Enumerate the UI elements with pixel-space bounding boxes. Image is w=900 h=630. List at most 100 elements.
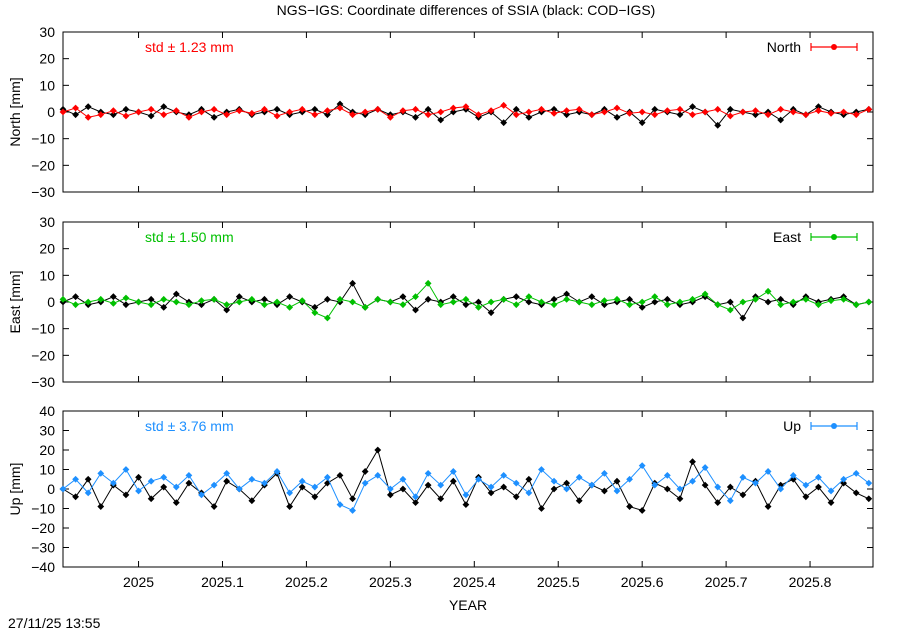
data-point bbox=[72, 301, 79, 309]
data-point bbox=[84, 489, 92, 497]
data-point bbox=[109, 293, 117, 301]
data-point bbox=[588, 481, 596, 489]
data-point bbox=[802, 111, 810, 119]
data-point bbox=[777, 301, 785, 309]
std-annotation: std ± 1.50 mm bbox=[145, 229, 234, 245]
data-point bbox=[172, 290, 180, 298]
data-point bbox=[147, 301, 155, 309]
data-point bbox=[122, 301, 130, 309]
data-point bbox=[59, 295, 67, 303]
data-point bbox=[349, 111, 356, 119]
data-point bbox=[311, 309, 319, 317]
data-point bbox=[575, 473, 583, 481]
data-point bbox=[626, 475, 633, 483]
data-point bbox=[160, 295, 168, 303]
data-point bbox=[424, 481, 432, 489]
x-tick-label: 2025.1 bbox=[201, 574, 244, 590]
data-point bbox=[663, 301, 671, 309]
data-point bbox=[726, 497, 734, 505]
data-point bbox=[512, 479, 520, 487]
data-point bbox=[72, 293, 79, 301]
data-point bbox=[160, 111, 168, 119]
data-point bbox=[714, 499, 722, 507]
data-point bbox=[311, 483, 319, 491]
data-point bbox=[59, 485, 67, 493]
data-point bbox=[500, 295, 508, 303]
data-point bbox=[361, 108, 369, 116]
data-point bbox=[714, 105, 722, 113]
data-point bbox=[449, 108, 457, 116]
data-point bbox=[638, 108, 646, 116]
data-point bbox=[663, 471, 671, 479]
data-point bbox=[852, 489, 860, 497]
data-point bbox=[122, 294, 130, 302]
data-point bbox=[349, 279, 356, 287]
data-point bbox=[210, 503, 218, 510]
chart-panels: −30 −20 −10 0 10 20 30 North [mm] std ± 1.23 mm N… bbox=[7, 24, 874, 590]
legend-label: East bbox=[773, 229, 801, 245]
y-tick-label: −20 bbox=[31, 520, 55, 536]
data-point bbox=[764, 468, 772, 475]
data-point bbox=[512, 493, 520, 501]
data-point bbox=[336, 104, 344, 112]
data-point bbox=[185, 471, 193, 479]
data-point bbox=[689, 458, 696, 466]
data-point bbox=[449, 104, 457, 112]
data-point bbox=[714, 121, 722, 129]
data-point bbox=[97, 111, 105, 119]
data-point bbox=[84, 113, 92, 121]
data-point bbox=[626, 503, 633, 510]
data-point bbox=[752, 111, 759, 119]
legend-marker bbox=[831, 234, 837, 240]
data-point bbox=[651, 105, 659, 113]
data-point bbox=[764, 298, 772, 306]
data-point bbox=[210, 481, 218, 489]
data-point bbox=[600, 487, 608, 495]
data-point bbox=[827, 499, 835, 507]
data-point bbox=[701, 290, 709, 298]
data-point bbox=[72, 493, 79, 501]
data-point bbox=[726, 105, 734, 113]
data-point bbox=[815, 103, 822, 111]
std-annotation: std ± 1.23 mm bbox=[145, 39, 234, 55]
data-point bbox=[235, 485, 243, 493]
data-point bbox=[109, 111, 117, 119]
data-point bbox=[223, 301, 231, 309]
data-point bbox=[651, 298, 659, 306]
data-point bbox=[563, 479, 571, 487]
data-point bbox=[613, 295, 621, 303]
data-point bbox=[752, 295, 759, 303]
data-point bbox=[827, 487, 835, 495]
data-point bbox=[487, 107, 495, 115]
plot-frame bbox=[62, 221, 874, 383]
data-point bbox=[185, 113, 193, 121]
data-point bbox=[701, 481, 709, 489]
data-point bbox=[512, 301, 520, 309]
data-point bbox=[714, 301, 722, 309]
data-point bbox=[361, 303, 369, 311]
plot-frame bbox=[62, 31, 874, 193]
x-tick-label: 2025.3 bbox=[369, 574, 412, 590]
data-point bbox=[852, 301, 860, 309]
std-annotation: std ± 3.76 mm bbox=[145, 418, 234, 434]
data-point bbox=[575, 497, 583, 505]
data-point bbox=[500, 471, 508, 479]
data-point bbox=[349, 298, 356, 306]
data-point bbox=[223, 111, 231, 119]
data-point bbox=[462, 103, 470, 111]
data-point bbox=[475, 111, 482, 119]
data-point bbox=[235, 298, 243, 306]
data-point bbox=[386, 113, 394, 121]
data-point bbox=[324, 314, 331, 322]
data-point bbox=[739, 298, 747, 306]
data-point bbox=[764, 111, 772, 119]
data-point bbox=[198, 301, 205, 309]
data-point bbox=[638, 303, 646, 311]
data-point bbox=[701, 464, 709, 471]
legend-marker bbox=[831, 44, 837, 50]
data-point bbox=[449, 293, 457, 301]
y-tick-label: 40 bbox=[39, 403, 55, 419]
data-point bbox=[449, 477, 457, 485]
data-point bbox=[437, 481, 445, 489]
